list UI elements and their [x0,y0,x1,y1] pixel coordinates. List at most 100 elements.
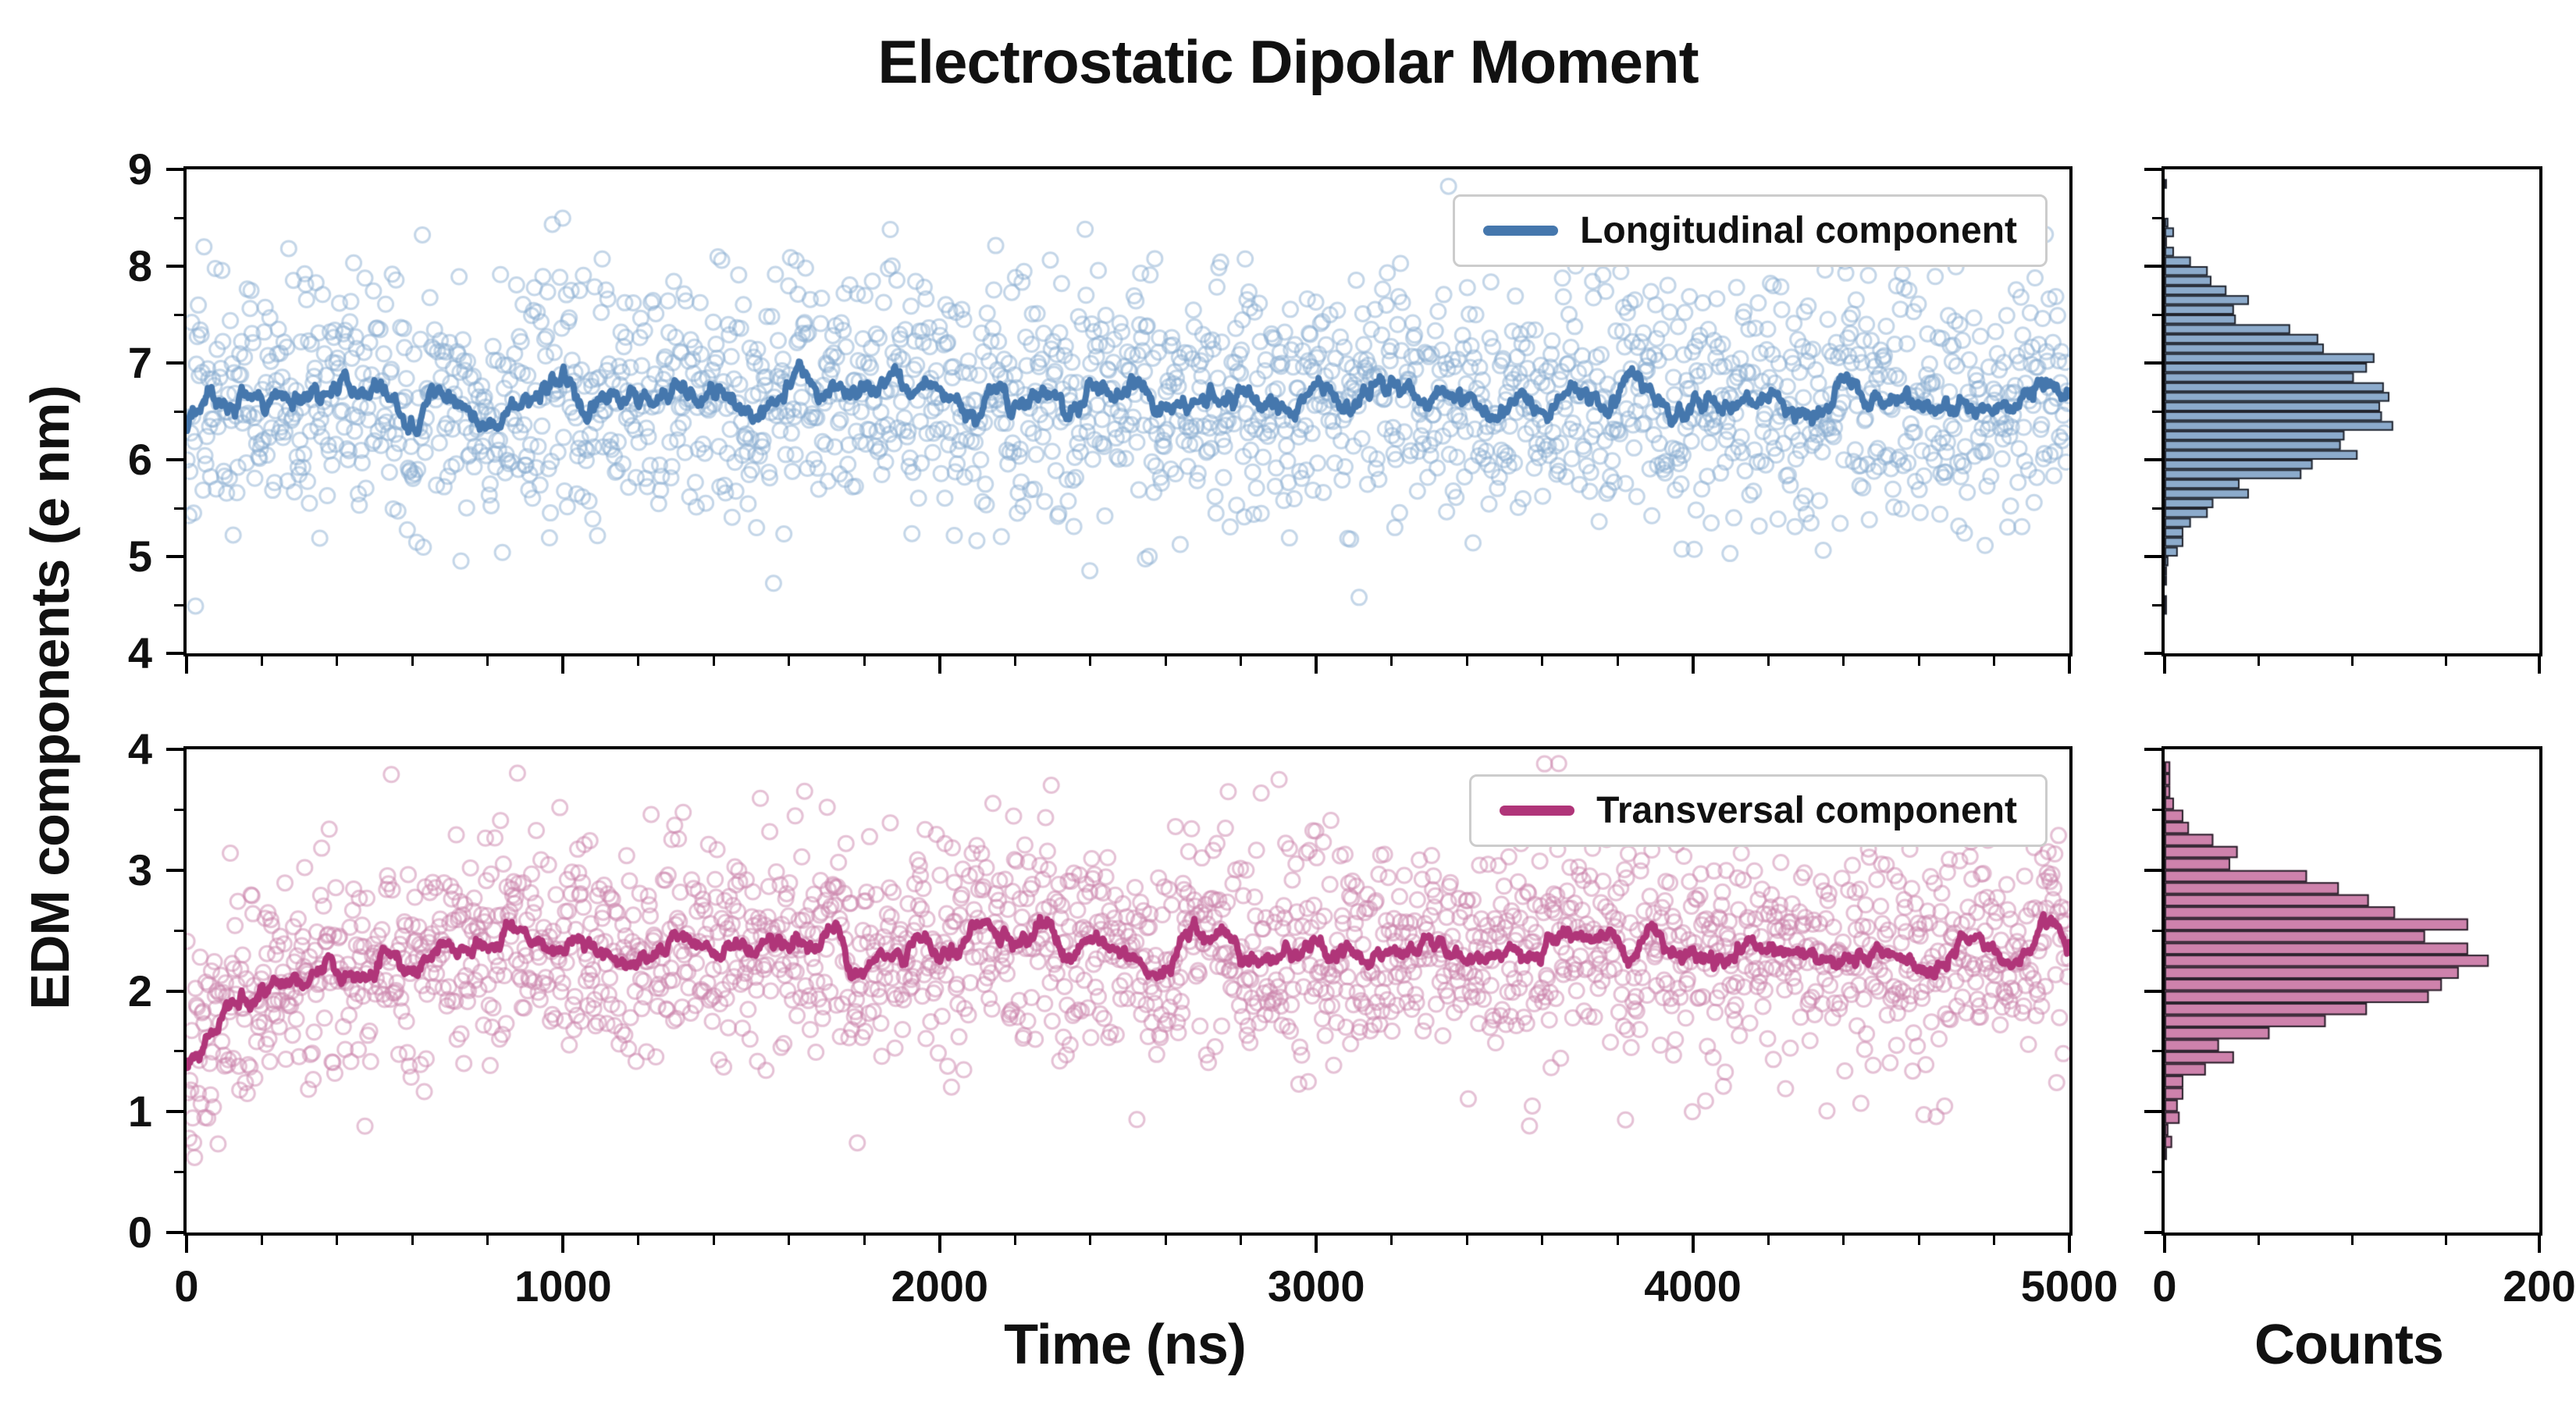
y-minor-tick [174,1171,183,1174]
x-minor-tick [1013,656,1016,666]
y-tick-label: 1 [127,1087,152,1136]
longitudinal-scatter-panel: Longitudinal component 4 5 6 7 8 9 [128,144,2073,678]
y-tick-label: 6 [127,435,152,484]
y-major-tick [2144,652,2161,655]
y-major-tick [166,555,183,558]
y-major-tick [2144,1231,2161,1234]
x-major-tick [2538,656,2541,674]
x-tick-label: 200 [2503,1261,2576,1311]
x-tick-label: 4000 [1644,1261,1742,1311]
x-major-tick [561,656,565,674]
transversal-scatter-panel: Transversal component 0 1 2 3 4 0 1000 2000 3000… [128,724,2118,1311]
x-major-tick [1691,1236,1695,1253]
y-major-tick [2144,1110,2161,1114]
x-minor-tick [1013,1236,1016,1245]
x-tick-label: 1000 [514,1261,612,1311]
x-minor-tick [2257,656,2260,666]
y-major-tick [166,361,183,365]
x-minor-tick [712,1236,715,1245]
y-major-tick [2144,868,2161,872]
y-minor-tick [174,1050,183,1053]
x-minor-tick [1541,1236,1544,1245]
x-minor-tick [1767,656,1770,666]
longitudinal-histogram-panel [2144,166,2542,674]
y-minor-tick [174,929,183,932]
x-minor-tick [486,656,489,666]
x-minor-tick [712,656,715,666]
x-minor-tick [260,1236,263,1245]
x-minor-tick [863,1236,866,1245]
x-major-tick [2068,656,2071,674]
x-minor-tick [1993,656,1996,666]
x-minor-tick [1842,656,1845,666]
y-minor-tick [174,603,183,606]
y-minor-tick [2152,313,2161,316]
x-minor-tick [1616,1236,1619,1245]
legend-line-swatch [1500,806,1575,816]
x-minor-tick [1240,1236,1243,1245]
x-minor-tick [411,1236,414,1245]
x-minor-tick [1616,656,1619,666]
x-minor-tick [1390,656,1393,666]
x-tick-label: 2000 [891,1261,989,1311]
x-major-tick [2068,1236,2071,1253]
x-minor-tick [1465,1236,1468,1245]
y-minor-tick [2152,1050,2161,1053]
y-major-tick [166,1231,183,1234]
transversal-histogram-panel: 0 200 [2144,746,2576,1311]
x-minor-tick [1465,656,1468,666]
y-major-tick [166,1110,183,1114]
y-major-tick [166,458,183,461]
x-minor-tick [1089,656,1092,666]
y-major-tick [166,168,183,171]
legend-label: Longitudinal component [1580,210,2017,251]
y-minor-tick [2152,507,2161,510]
y-major-tick [166,265,183,268]
x-axis-label: Time (ns) [1004,1314,1247,1376]
y-minor-tick [174,808,183,811]
transversal-histogram-canvas [2165,749,2539,1232]
legend-label: Transversal component [1596,790,2017,831]
x-major-tick [2163,1236,2166,1253]
x-minor-tick [637,1236,640,1245]
y-minor-tick [2152,808,2161,811]
y-tick-label: 9 [127,144,152,194]
y-major-tick [166,989,183,993]
legend-longitudinal: Longitudinal component [1453,194,2048,267]
chart-title: Electrostatic Dipolar Moment [877,27,1699,96]
x-tick-label: 0 [2152,1261,2177,1311]
longitudinal-histogram-canvas [2165,169,2539,653]
counts-axis-label: Counts [2254,1314,2444,1376]
x-major-tick [938,1236,941,1253]
x-minor-tick [1767,1236,1770,1245]
x-major-tick [1315,656,1318,674]
x-minor-tick [1164,656,1167,666]
y-major-tick [166,868,183,872]
legend-transversal: Transversal component [1469,774,2048,847]
y-major-tick [2144,168,2161,171]
x-minor-tick [1164,1236,1167,1245]
x-minor-tick [2350,656,2354,666]
x-minor-tick [1240,656,1243,666]
x-major-tick [185,656,188,674]
y-minor-tick [2152,410,2161,413]
y-tick-label: 0 [127,1208,152,1257]
y-minor-tick [174,410,183,413]
y-major-tick [166,652,183,655]
x-major-tick [1691,656,1695,674]
x-minor-tick [1917,1236,1920,1245]
y-minor-tick [2152,1171,2161,1174]
x-minor-tick [2350,1236,2354,1245]
x-major-tick [2163,656,2166,674]
y-minor-tick [174,313,183,316]
x-tick-label: 0 [174,1261,199,1311]
x-minor-tick [1390,1236,1393,1245]
x-minor-tick [1842,1236,1845,1245]
x-minor-tick [2257,1236,2260,1245]
y-tick-label: 2 [127,966,152,1016]
x-minor-tick [1993,1236,1996,1245]
y-major-tick [2144,458,2161,461]
x-major-tick [185,1236,188,1253]
x-major-tick [1315,1236,1318,1253]
